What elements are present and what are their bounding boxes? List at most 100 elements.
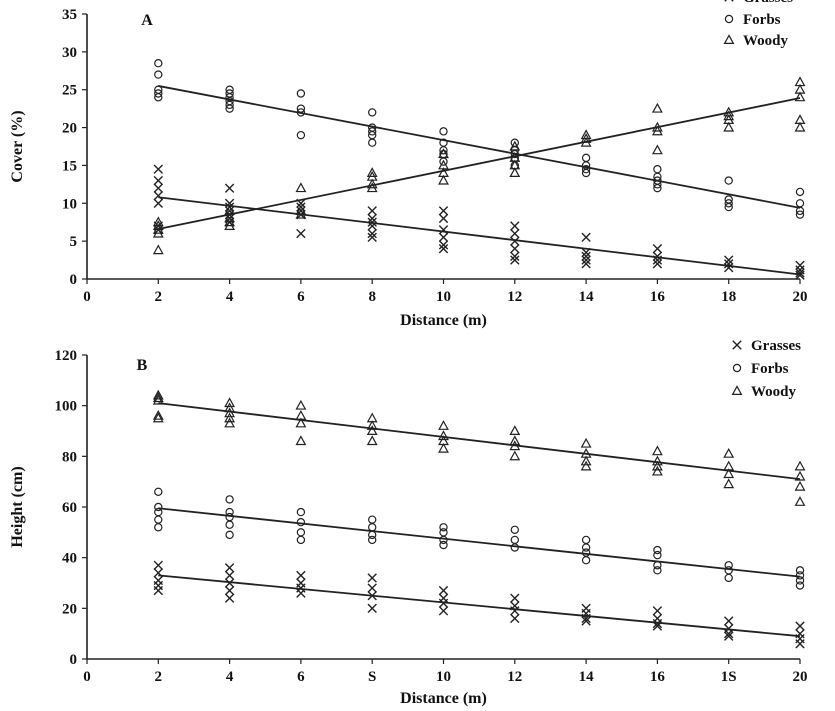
point-grasses [296,588,306,598]
marker-stroke [153,191,163,201]
point-forbs [225,495,234,504]
point-forbs [653,545,662,555]
point-grasses [367,228,377,239]
point-forbs [296,89,306,98]
point-forbs [154,93,163,102]
point-forbs [581,168,591,178]
point-grasses [367,573,377,583]
y-tick-label: 30 [62,45,77,61]
marker-stroke [153,198,163,208]
marker-stroke [296,570,306,581]
x-tick-label: 8 [368,289,376,305]
point-forbs [439,523,448,532]
point-woody [794,470,806,481]
point-forbs [154,507,163,517]
point-forbs [154,70,163,79]
point-forbs [724,199,733,208]
marker-stroke [296,228,306,239]
legend-label: Grasses [743,0,793,6]
point-grasses [153,191,163,201]
x-tick-label: 2 [155,289,163,305]
point-grasses [438,232,449,243]
marker-stroke [510,593,520,603]
point-grasses [795,268,805,278]
point-woody [651,102,663,113]
point-grasses [296,570,306,581]
point-grasses [510,221,520,231]
point-forbs [154,523,163,532]
marker-stroke [367,573,377,583]
point-forbs [368,138,377,147]
point-grasses [795,621,805,631]
point-forbs [795,581,805,590]
marker-stroke [510,244,520,254]
point-woody [723,110,735,121]
point-forbs [225,530,234,540]
point-woody [224,417,236,428]
point-grasses [438,606,449,616]
point-forbs [368,108,377,117]
marker-stroke [224,563,235,573]
x-axis-title: Distance (m) [400,690,487,707]
legend-marker [732,363,742,373]
legend-label: Forbs [751,361,789,377]
trendline-woody [158,97,801,230]
marker-stroke [581,232,591,243]
point-grasses [296,228,306,239]
panel-b: 0 2 4 6 S 10 12 14 16 1S 20 0 20 40 60 80 100 120 Distance… [9,338,808,707]
y-tick-label: 40 [62,551,77,567]
point-woody [651,465,663,476]
point-forbs [439,540,448,550]
marker-stroke [438,232,449,243]
point-forbs [795,566,805,575]
point-forbs [653,550,662,560]
marker-stroke [510,236,520,246]
point-grasses [510,613,520,624]
point-woody [366,182,378,193]
series-woody [152,76,806,255]
point-forbs [296,130,306,140]
legend-marker [731,385,743,395]
point-forbs [368,515,377,524]
point-woody [723,468,735,479]
point-grasses [724,628,734,639]
series-forbs [154,487,805,590]
point-grasses [510,255,520,265]
x-tick-label: 16 [650,669,666,685]
marker-stroke [724,628,734,639]
series-grasses [153,560,805,649]
marker-stroke [296,588,306,598]
point-woody [295,417,307,428]
x-axis-title: Distance (m) [400,312,487,329]
point-grasses [367,213,377,224]
point-forbs [439,146,448,155]
point-grasses [652,259,663,269]
legend-label: Woody [743,33,789,49]
x-tick-label: 10 [436,669,451,685]
point-forbs [581,535,591,545]
point-woody [509,167,521,177]
point-forbs [581,548,591,557]
marker-stroke [367,232,377,243]
point-grasses [224,593,235,603]
x-tick-label: 18 [721,289,736,305]
trendline-woody [158,402,801,481]
y-tick-label: 60 [62,500,77,516]
point-forbs [581,153,591,163]
marker-stroke [224,585,235,596]
point-forbs [296,535,306,545]
marker-stroke [510,228,520,239]
marker-stroke [438,240,449,250]
point-grasses [438,240,449,250]
point-woody [152,392,164,403]
point-woody [794,121,806,132]
point-grasses [581,232,591,243]
point-forbs [154,89,163,98]
y-tick-label: 20 [62,121,77,137]
point-woody [295,182,307,193]
marker-stroke [795,639,805,649]
point-woody [224,397,236,408]
point-forbs [439,127,448,136]
trendline-forbs [158,507,801,578]
point-grasses [510,228,520,239]
